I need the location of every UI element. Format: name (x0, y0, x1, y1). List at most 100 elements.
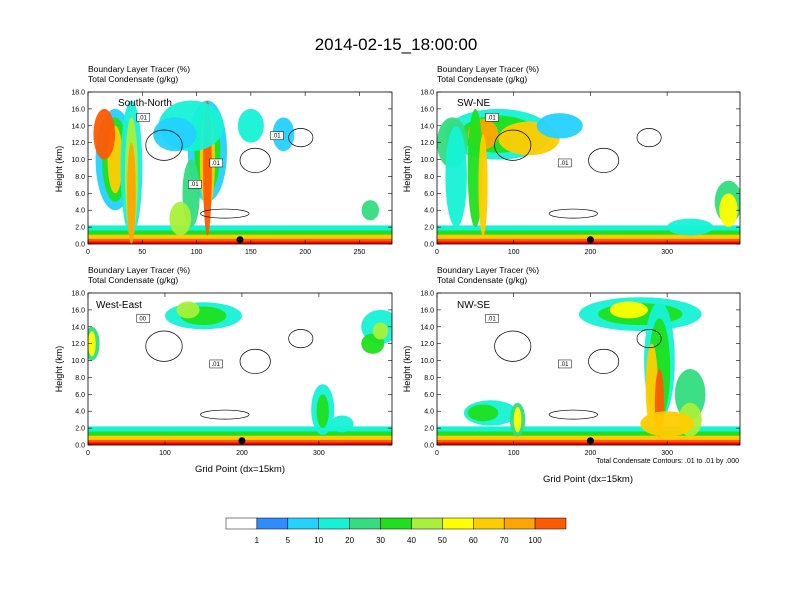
contour-label: .01 (560, 161, 569, 167)
y-tick-label: 2.0 (424, 426, 434, 433)
panel-title: Boundary Layer Tracer (%) (437, 265, 539, 275)
colorbar-label: 50 (438, 536, 447, 545)
colorbar-label: 10 (314, 536, 323, 545)
condensate-contour (588, 147, 620, 173)
y-tick-label: 18.0 (420, 90, 434, 97)
contour-label: .01 (190, 182, 199, 188)
condensate-contour (636, 128, 662, 148)
tracer-region (169, 201, 192, 236)
panel-subtitle: Total Condensate (g/kg) (437, 275, 527, 285)
colorbar-swatch (318, 517, 350, 530)
colorbar-swatch (411, 517, 443, 530)
tracer-region (719, 193, 738, 228)
tracer-region (176, 301, 200, 319)
contour-label: 00 (139, 316, 146, 322)
condensate-contour (145, 330, 183, 362)
section-label: SW-NE (457, 98, 490, 109)
y-tick-label: 16.0 (420, 106, 434, 113)
y-tick-label: 18.0 (71, 291, 85, 298)
condensate-contour (494, 330, 532, 362)
y-axis-label: Height (km) (54, 346, 64, 393)
colorbar-swatch (225, 517, 258, 530)
condensate-contour (548, 208, 598, 219)
colorbar-swatch (256, 517, 289, 530)
y-tick-label: 18.0 (420, 291, 434, 298)
x-tick-label: 100 (508, 249, 520, 256)
y-tick-label: 10.0 (420, 157, 434, 164)
y-tick-label: 0.0 (75, 443, 85, 450)
y-tick-label: 0.0 (424, 242, 434, 249)
y-tick-label: 10.0 (420, 358, 434, 365)
y-axis-label: Height (km) (402, 346, 412, 393)
x-tick-label: 50 (138, 249, 146, 256)
contour-label: .01 (487, 115, 496, 121)
y-tick-label: 0.0 (424, 443, 434, 450)
panel-west-east: Boundary Layer Tracer (%) Total Condensa… (54, 265, 393, 475)
condensate-contour (288, 128, 314, 148)
y-tick-label: 4.0 (424, 409, 434, 416)
contour-label-box (209, 359, 223, 369)
tracer-region (445, 125, 467, 228)
y-tick-label: 8.0 (424, 375, 434, 382)
x-tick-label: 100 (191, 249, 203, 256)
tracer-region (478, 134, 488, 236)
y-axis-label: Height (km) (54, 146, 64, 193)
colorbar-swatch (349, 517, 381, 530)
y-tick-label: 4.0 (75, 208, 85, 215)
condensate-contour (288, 329, 314, 349)
panel-nw-se: Boundary Layer Tracer (%) Total Condensa… (402, 265, 741, 485)
x-tick-label: 200 (236, 450, 248, 457)
contour-label-box (188, 179, 202, 189)
contour-label: .01 (139, 115, 148, 121)
contour-label-box (485, 314, 499, 323)
contour-label-box (558, 359, 572, 369)
section-label: NW-SE (457, 300, 490, 311)
tracer-region (609, 301, 648, 319)
tracer-region (467, 404, 499, 422)
y-tick-label: 18.0 (71, 90, 85, 97)
condensate-contour (239, 147, 271, 173)
location-marker (586, 437, 594, 445)
location-marker (586, 236, 594, 244)
y-tick-label: 8.0 (75, 174, 85, 181)
y-tick-label: 8.0 (424, 174, 434, 181)
location-marker (236, 236, 244, 244)
colorbar-label: 100 (528, 536, 542, 545)
contour-label: .01 (212, 161, 221, 167)
x-tick-label: 0 (435, 249, 439, 256)
y-tick-label: 6.0 (424, 392, 434, 399)
y-tick-label: 14.0 (71, 123, 85, 130)
plot-frame (87, 292, 393, 446)
colorbar-swatch (534, 517, 567, 530)
y-tick-label: 12.0 (71, 140, 85, 147)
plot-frame (87, 91, 393, 245)
y-tick-label: 14.0 (420, 123, 434, 130)
contour-label-box (485, 113, 499, 122)
figure-title: 2014-02-15_18:00:00 (315, 35, 478, 54)
plot-area-nw-se: .01 .01 0.0 2.0 4.0 6.0 8.0 10.0 12.0 14.0 16.0 18.… (420, 291, 741, 457)
location-marker (238, 437, 246, 445)
x-tick-label: 200 (299, 249, 311, 256)
x-tick-label: 300 (661, 249, 673, 256)
condensate-contour (548, 409, 598, 420)
y-tick-label: 4.0 (75, 409, 85, 416)
x-tick-label: 150 (245, 249, 257, 256)
contour-label-box (136, 113, 150, 122)
field-layer: .01 .01 (437, 297, 740, 445)
condensate-contour (145, 129, 183, 161)
y-tick-label: 12.0 (420, 140, 434, 147)
colorbar-swatch (287, 517, 319, 530)
tracer-region (361, 200, 379, 221)
colorbar-label: 1 (255, 536, 260, 545)
tracer-region (640, 411, 694, 437)
panel-title: Boundary Layer Tracer (%) (437, 64, 539, 74)
section-label: South-North (118, 98, 172, 109)
panel-subtitle: Total Condensate (g/kg) (88, 275, 178, 285)
panel-title: Boundary Layer Tracer (%) (88, 265, 190, 275)
y-axis-label: Height (km) (402, 146, 412, 193)
colorbar-swatch (503, 517, 536, 530)
x-tick-label: 100 (159, 450, 171, 457)
tracer-region (237, 108, 264, 143)
boundary-layer-band (437, 241, 740, 244)
